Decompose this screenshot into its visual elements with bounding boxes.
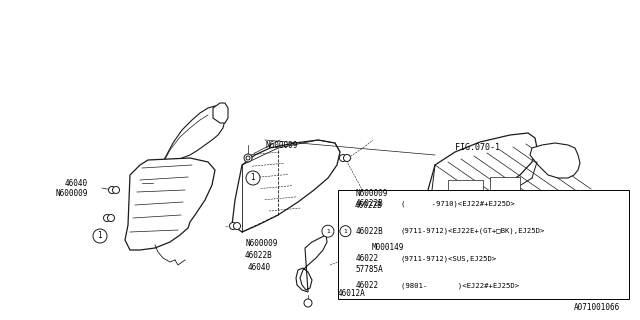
Text: 46022: 46022 [356, 281, 379, 290]
Circle shape [339, 155, 346, 162]
Text: 46022B: 46022B [356, 227, 383, 236]
Circle shape [322, 225, 334, 237]
Circle shape [109, 187, 115, 194]
Polygon shape [125, 158, 215, 250]
Text: N600009: N600009 [55, 188, 88, 197]
Text: 57785A: 57785A [355, 266, 383, 275]
Text: (      -9710)<EJ22#+EJ25D>: ( -9710)<EJ22#+EJ25D> [401, 201, 515, 207]
Bar [338, 190, 629, 299]
Circle shape [500, 230, 508, 238]
Circle shape [344, 155, 351, 162]
Text: 1: 1 [344, 229, 348, 234]
Circle shape [340, 226, 351, 237]
Text: (9711-9712)<SUS,EJ25D>: (9711-9712)<SUS,EJ25D> [401, 255, 497, 262]
Text: 1: 1 [251, 173, 255, 182]
Text: 46022B: 46022B [245, 251, 273, 260]
Circle shape [387, 247, 393, 253]
Circle shape [304, 299, 312, 307]
Circle shape [246, 156, 250, 160]
Circle shape [530, 230, 538, 238]
Text: (9711-9712)<EJ22E+(GT+□BK),EJ25D>: (9711-9712)<EJ22E+(GT+□BK),EJ25D> [401, 228, 545, 235]
Circle shape [93, 229, 107, 243]
Polygon shape [530, 143, 580, 178]
Text: M000149: M000149 [372, 244, 404, 252]
Text: 46040: 46040 [65, 179, 88, 188]
Polygon shape [213, 103, 228, 123]
Circle shape [234, 222, 241, 229]
Polygon shape [425, 133, 537, 222]
Text: (9801-       )<EJ22#+EJ25D>: (9801- )<EJ22#+EJ25D> [401, 282, 519, 289]
Text: 46040: 46040 [248, 263, 271, 273]
Polygon shape [232, 140, 340, 232]
Text: N600009: N600009 [245, 238, 277, 247]
Text: FIG.070-1: FIG.070-1 [455, 143, 500, 153]
Text: 1: 1 [98, 231, 102, 241]
Circle shape [104, 214, 111, 221]
Text: A071001066: A071001066 [573, 303, 620, 312]
Text: 1: 1 [326, 229, 330, 234]
Bar [490, 177, 520, 202]
Bar [448, 180, 483, 210]
Circle shape [113, 187, 120, 194]
Circle shape [246, 171, 260, 185]
Text: 46022B: 46022B [355, 201, 383, 210]
Circle shape [230, 222, 237, 229]
Text: N600009: N600009 [265, 140, 298, 149]
Polygon shape [148, 106, 225, 195]
Circle shape [108, 214, 115, 221]
Text: N600009: N600009 [355, 188, 387, 197]
Text: 46022B: 46022B [356, 199, 383, 209]
Circle shape [244, 154, 252, 162]
Text: 46022: 46022 [356, 254, 379, 263]
Polygon shape [130, 170, 178, 232]
Circle shape [440, 230, 448, 238]
Text: 46012A: 46012A [338, 289, 365, 298]
Polygon shape [296, 235, 327, 292]
